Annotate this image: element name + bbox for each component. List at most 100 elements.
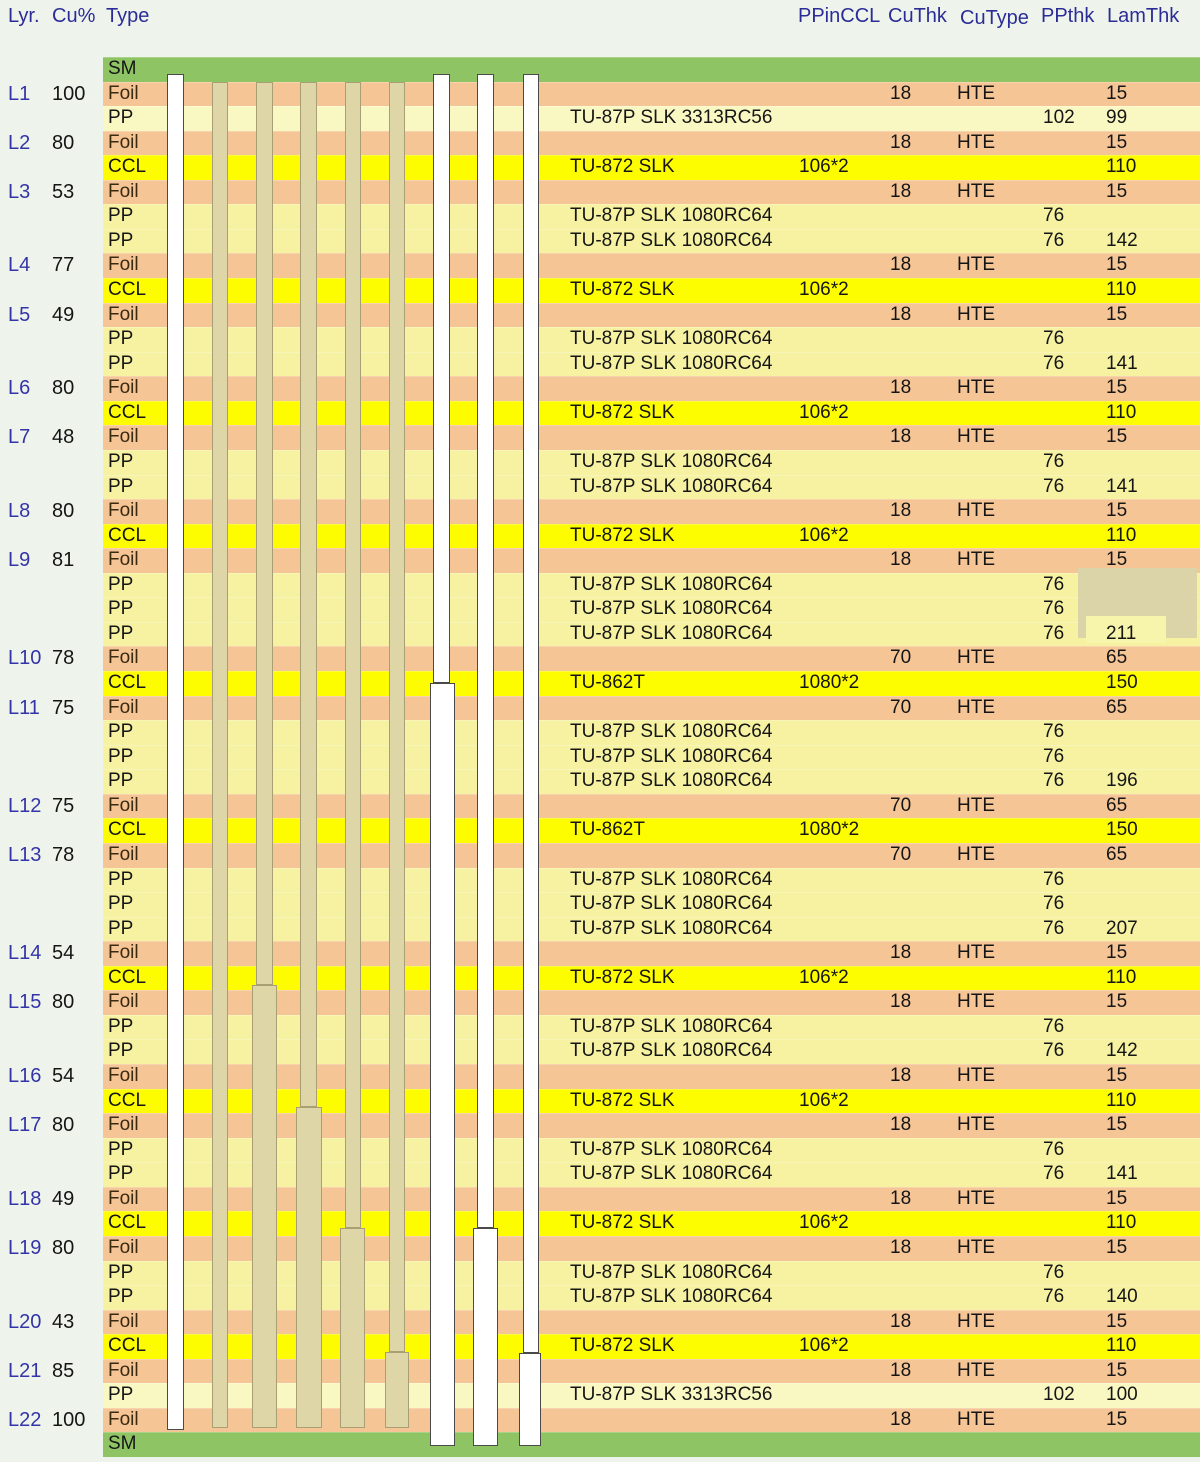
cell-type: PP — [108, 205, 134, 227]
cell-material: TU-87P SLK 1080RC64 — [570, 622, 773, 644]
stackup-row-50-pp: PP TU-87P SLK 1080RC64 76 — [103, 1260, 1200, 1286]
cell-cutype: HTE — [957, 82, 995, 104]
cell-lamthk: 15 — [1106, 1359, 1128, 1381]
cell-type: PP — [108, 1261, 134, 1283]
stackup-row-34-pp: PP TU-87P SLK 1080RC64 76 — [103, 867, 1200, 893]
cell-cutype: HTE — [957, 794, 995, 816]
column-header-ppinccl: PPinCCL — [798, 5, 881, 27]
stackup-row-19-foil: Foil 18 HTE 15 — [103, 499, 1200, 525]
cell-lamthk: 211 — [1106, 622, 1137, 644]
cell-type: PP — [108, 1384, 134, 1406]
cell-lamthk: 150 — [1106, 672, 1138, 694]
cell-lamthk: 15 — [1106, 549, 1128, 571]
cell-ppinccl: 106*2 — [799, 524, 849, 546]
stackup-row-29-pp: PP TU-87P SLK 1080RC64 76 — [103, 744, 1200, 770]
cell-cutype: HTE — [957, 1359, 995, 1381]
stackup-row-22-pp: PP TU-87P SLK 1080RC64 76 — [103, 572, 1200, 598]
cell-lamthk: 196 — [1106, 770, 1138, 792]
cell-material: TU-87P SLK 1080RC64 — [570, 450, 773, 472]
cell-material: TU-872 SLK — [570, 156, 675, 178]
cell-lamthk: 65 — [1106, 696, 1128, 718]
cell-ppinccl: 1080*2 — [799, 672, 860, 694]
cell-ppthk: 76 — [1043, 573, 1065, 595]
stackup-row-30-pp: PP TU-87P SLK 1080RC64 76 196 — [103, 769, 1200, 795]
cell-ppthk: 76 — [1043, 598, 1065, 620]
cell-type: CCL — [108, 966, 147, 988]
cell-ppthk: 76 — [1043, 770, 1065, 792]
cell-type: Foil — [108, 82, 139, 104]
cell-ppinccl: 106*2 — [799, 1212, 849, 1234]
cell-ppinccl: 106*2 — [799, 401, 849, 423]
cell-type: Foil — [108, 696, 139, 718]
cell-lamthk: 99 — [1106, 107, 1128, 129]
cell-cuthk: 70 — [890, 794, 912, 816]
cell-cuthk: 18 — [890, 549, 912, 571]
cell-lamthk: 110 — [1106, 1335, 1137, 1357]
cell-lamthk: 15 — [1106, 180, 1128, 202]
cell-ppthk: 76 — [1043, 1040, 1065, 1062]
cell-type: Foil — [108, 843, 139, 865]
artifact-blob — [1086, 616, 1166, 643]
cell-type: SM — [108, 58, 137, 79]
cell-lamthk: 142 — [1106, 1040, 1138, 1062]
cell-type: Foil — [108, 180, 139, 202]
stackup-row-55-pp: PP TU-87P SLK 3313RC56 102 100 — [103, 1383, 1200, 1409]
cell-cutype: HTE — [957, 303, 995, 325]
cu-percent-L6: 80 — [52, 377, 75, 400]
cell-material: TU-87P SLK 1080RC64 — [570, 1138, 773, 1160]
cell-material: TU-87P SLK 1080RC64 — [570, 1286, 773, 1308]
layer-label-L9: L9 — [8, 549, 31, 572]
stackup-row-10-ccl: CCL TU-872 SLK 106*2 110 — [103, 278, 1200, 304]
cell-material: TU-87P SLK 1080RC64 — [570, 868, 773, 890]
layer-label-L21: L21 — [8, 1359, 42, 1382]
cell-type: PP — [108, 1163, 134, 1185]
stackup-row-40-pp: PP TU-87P SLK 1080RC64 76 — [103, 1014, 1200, 1040]
column-header-lamthk: LamThk — [1107, 5, 1180, 27]
buried-via-2-seg1 — [256, 82, 273, 985]
stackup-row-7-pp: PP TU-87P SLK 1080RC64 76 — [103, 204, 1200, 230]
cu-percent-L12: 75 — [52, 794, 75, 817]
cell-cuthk: 18 — [890, 1236, 912, 1258]
cell-type: Foil — [108, 1187, 139, 1209]
cell-lamthk: 141 — [1106, 352, 1138, 374]
cu-percent-L20: 43 — [52, 1310, 75, 1333]
stackup-row-20-ccl: CCL TU-872 SLK 106*2 110 — [103, 523, 1200, 549]
cell-type: Foil — [108, 991, 139, 1013]
cell-type: PP — [108, 450, 134, 472]
stackup-row-21-foil: Foil 18 HTE 15 — [103, 548, 1200, 574]
cell-cuthk: 18 — [890, 254, 912, 276]
cell-material: TU-872 SLK — [570, 1089, 675, 1111]
cell-cuthk: 18 — [890, 1114, 912, 1136]
cell-type: SM — [108, 1433, 137, 1455]
cell-material: TU-87P SLK 1080RC64 — [570, 770, 773, 792]
cell-lamthk: 15 — [1106, 1236, 1128, 1258]
cell-cuthk: 18 — [890, 942, 912, 964]
cell-lamthk: 15 — [1106, 254, 1128, 276]
cell-cutype: HTE — [957, 180, 995, 202]
cell-type: PP — [108, 229, 134, 251]
cell-lamthk: 140 — [1106, 1286, 1138, 1308]
cell-lamthk: 150 — [1106, 819, 1138, 841]
stackup-row-31-foil: Foil 70 HTE 65 — [103, 793, 1200, 819]
cell-lamthk: 15 — [1106, 303, 1128, 325]
layer-label-L5: L5 — [8, 303, 31, 326]
cell-ppthk: 102 — [1043, 1384, 1075, 1406]
cell-type: PP — [108, 1015, 134, 1037]
cell-cuthk: 18 — [890, 180, 912, 202]
cell-cutype: HTE — [957, 131, 995, 153]
through-via-1 — [167, 74, 184, 1430]
stackup-row-51-pp: PP TU-87P SLK 1080RC64 76 140 — [103, 1285, 1200, 1311]
cell-type: CCL — [108, 401, 147, 423]
stackup-row-15-ccl: CCL TU-872 SLK 106*2 110 — [103, 400, 1200, 426]
cell-cuthk: 70 — [890, 647, 912, 669]
stackup-row-11-foil: Foil 18 HTE 15 — [103, 302, 1200, 328]
through-via-4-seg1 — [523, 74, 539, 1353]
cell-cuthk: 18 — [890, 1310, 912, 1332]
cell-ppinccl: 106*2 — [799, 1335, 849, 1357]
cell-cutype: HTE — [957, 1065, 995, 1087]
cell-ppinccl: 106*2 — [799, 279, 849, 301]
cell-type: PP — [108, 721, 134, 743]
stackup-row-5-ccl: CCL TU-872 SLK 106*2 110 — [103, 155, 1200, 181]
cell-lamthk: 110 — [1106, 156, 1137, 178]
cell-cutype: HTE — [957, 549, 995, 571]
